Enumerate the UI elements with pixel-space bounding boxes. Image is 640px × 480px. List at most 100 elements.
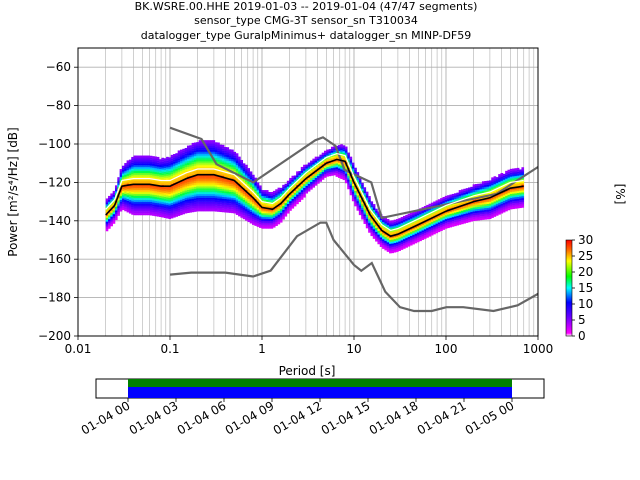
psd-cell	[105, 204, 109, 207]
psd-cell	[430, 219, 434, 223]
psd-cell	[177, 213, 181, 216]
psd-cell	[440, 213, 443, 216]
psd-cell	[344, 160, 348, 163]
psd-cell	[131, 172, 134, 175]
psd-cell	[433, 201, 436, 204]
psd-cell	[180, 186, 183, 189]
psd-cell	[184, 176, 188, 179]
psd-cell	[159, 214, 162, 218]
psd-cell	[330, 167, 334, 171]
psd-cell	[440, 201, 443, 205]
psd-cell	[368, 222, 371, 226]
psd-cell	[147, 199, 151, 202]
psd-cell	[235, 207, 239, 210]
psd-cell	[231, 149, 234, 152]
psd-cell	[156, 183, 160, 186]
psd-cell	[402, 215, 406, 219]
psd-cell	[365, 222, 369, 225]
psd-cell	[435, 221, 439, 224]
psd-cell	[235, 168, 239, 171]
psd-cell	[254, 210, 257, 213]
psd-cell	[214, 190, 218, 193]
psd-cell	[159, 205, 162, 208]
x-tick-label: 10	[346, 342, 361, 356]
psd-cell	[135, 163, 139, 166]
psd-cell	[119, 203, 123, 206]
psd-cell	[300, 189, 304, 193]
psd-cell	[261, 211, 264, 214]
psd-cell	[344, 154, 348, 157]
psd-cell	[419, 217, 422, 220]
psd-cell	[407, 219, 411, 222]
psd-cell	[226, 210, 230, 213]
psd-cell	[328, 164, 332, 167]
psd-cell	[472, 195, 476, 198]
psd-cell	[284, 187, 288, 190]
psd-cell	[484, 202, 487, 205]
psd-cell	[233, 199, 237, 202]
psd-cell	[221, 154, 225, 157]
psd-cell	[159, 186, 162, 189]
psd-cell	[238, 160, 241, 163]
psd-cell	[117, 202, 120, 205]
psd-cell	[166, 177, 169, 181]
psd-cell	[140, 193, 144, 197]
psd-cell	[168, 186, 172, 189]
psd-cell	[214, 201, 218, 204]
psd-cell	[247, 191, 250, 194]
psd-cell	[463, 188, 466, 191]
psd-cell	[449, 209, 453, 213]
psd-cell	[140, 192, 144, 195]
psd-cell	[349, 191, 353, 194]
psd-cell	[238, 175, 241, 178]
psd-cell	[414, 239, 418, 242]
psd-cell	[217, 192, 220, 195]
psd-cell	[198, 180, 202, 183]
psd-cell	[193, 180, 197, 184]
psd-cell	[189, 166, 192, 169]
psd-cell	[356, 179, 360, 182]
psd-cell	[484, 215, 487, 218]
psd-cell	[131, 212, 134, 215]
psd-cell	[324, 164, 327, 167]
psd-cell	[168, 176, 172, 179]
psd-cell	[340, 173, 343, 176]
psd-cell	[351, 197, 355, 200]
psd-cell	[442, 227, 446, 230]
psd-cell	[191, 202, 195, 205]
psd-cell	[186, 174, 190, 177]
psd-cell	[521, 192, 525, 195]
psd-cell	[163, 192, 167, 195]
psd-cell	[240, 177, 244, 180]
psd-cell	[175, 178, 178, 181]
psd-cell	[333, 154, 336, 157]
psd-cell	[154, 168, 158, 171]
psd-cell	[138, 205, 141, 208]
psd-cell	[126, 189, 130, 192]
psd-cell	[372, 223, 376, 226]
title-line-3: datalogger_type GuralpMinimus+ datalogge…	[141, 29, 472, 42]
psd-cell	[386, 238, 390, 241]
psd-cell	[168, 197, 172, 200]
psd-cell	[324, 158, 327, 161]
psd-cell	[354, 181, 357, 184]
psd-cell	[142, 188, 146, 191]
psd-cell	[393, 223, 397, 226]
psd-cell	[463, 209, 466, 213]
psd-cell	[242, 172, 246, 176]
psd-cell	[168, 201, 172, 204]
psd-cell	[168, 180, 172, 183]
psd-cell	[421, 214, 425, 217]
psd-cell	[205, 197, 209, 200]
psd-cell	[435, 225, 439, 228]
psd-cell	[238, 206, 241, 209]
psd-cell	[377, 230, 381, 233]
psd-cell	[340, 157, 343, 160]
psd-cell	[184, 174, 188, 177]
psd-cell	[200, 151, 204, 154]
psd-cell	[337, 148, 341, 152]
psd-cell	[152, 186, 155, 189]
psd-cell	[140, 170, 144, 173]
psd-cell	[426, 229, 429, 232]
psd-cell	[375, 229, 378, 232]
